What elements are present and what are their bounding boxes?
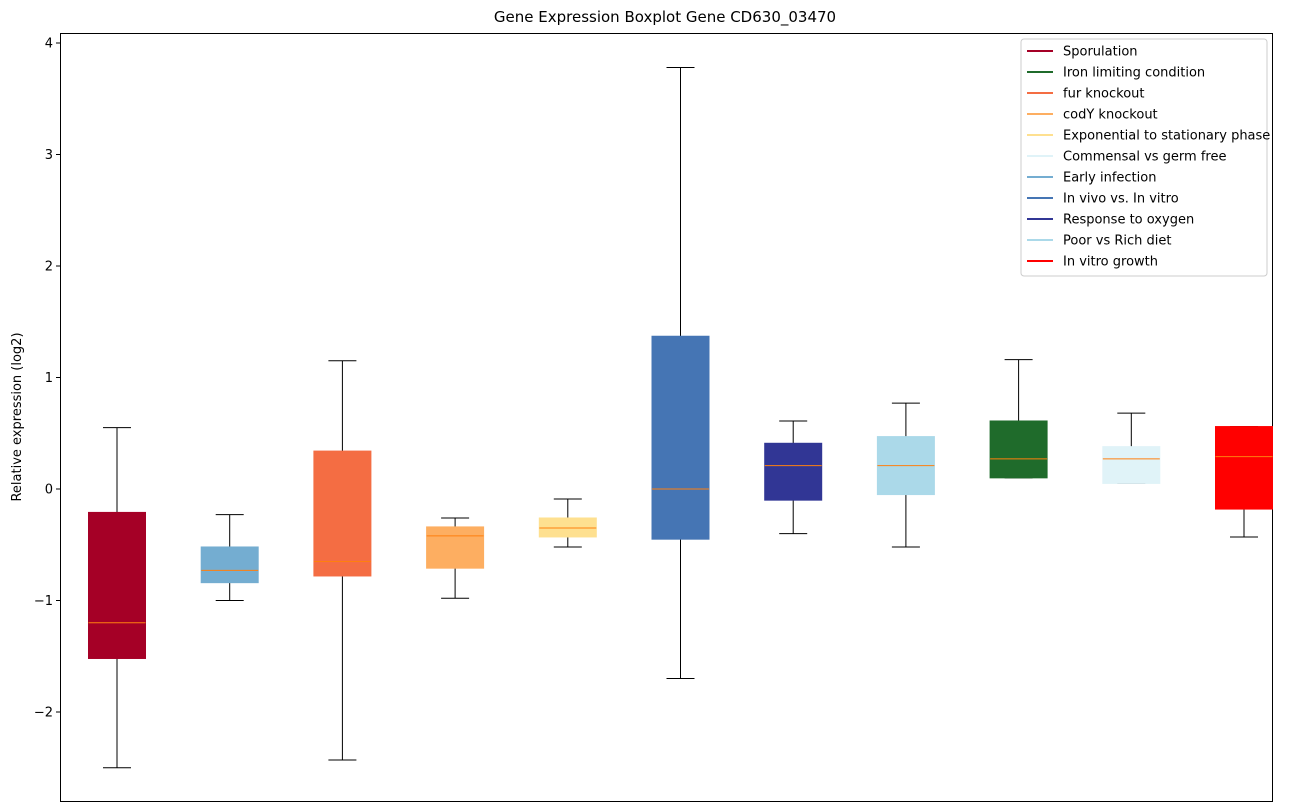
y-tick-label: 0 xyxy=(45,483,53,498)
box-iqr xyxy=(764,442,823,501)
box-9 xyxy=(989,359,1048,479)
legend-entry: Response to oxygen xyxy=(1027,213,1194,228)
box-3 xyxy=(313,360,372,761)
legend-frame xyxy=(1020,38,1268,277)
y-tick-label: −2 xyxy=(34,706,53,721)
box-iqr xyxy=(538,517,597,538)
legend-label: In vitro growth xyxy=(1063,255,1158,270)
legend-entry: Commensal vs germ free xyxy=(1027,150,1226,165)
y-tick-label: 4 xyxy=(45,37,53,52)
box-iqr xyxy=(426,526,485,569)
box-iqr xyxy=(313,450,372,577)
plot-area-frame xyxy=(60,33,1273,802)
box-2 xyxy=(200,514,259,601)
legend-label: fur knockout xyxy=(1063,87,1145,102)
box-11 xyxy=(1215,426,1273,538)
legend-label: codY knockout xyxy=(1063,108,1158,123)
chart-title: Gene Expression Boxplot Gene CD630_03470 xyxy=(494,8,836,27)
legend-entry: Sporulation xyxy=(1027,45,1138,60)
box-iqr xyxy=(1102,446,1161,484)
legend: Sporulation Iron limiting condition fur kn… xyxy=(1020,38,1270,277)
y-tick-label: 2 xyxy=(45,260,53,275)
box-iqr xyxy=(651,335,710,540)
box-5 xyxy=(538,498,597,548)
box-8 xyxy=(876,402,935,548)
legend-entry: In vivo vs. In vitro xyxy=(1027,192,1179,207)
box-iqr xyxy=(989,420,1048,479)
box-iqr xyxy=(1215,426,1273,510)
legend-entry: codY knockout xyxy=(1027,108,1158,123)
legend-label: Iron limiting condition xyxy=(1063,66,1205,81)
legend-entry: Early infection xyxy=(1027,171,1156,186)
legend-label: Sporulation xyxy=(1063,45,1138,60)
box-series xyxy=(88,67,1273,769)
legend-entry: Poor vs Rich diet xyxy=(1027,234,1171,249)
legend-entry: In vitro growth xyxy=(1027,255,1158,270)
box-7 xyxy=(764,420,823,535)
y-tick-label: 1 xyxy=(45,371,53,386)
legend-label: In vivo vs. In vitro xyxy=(1063,192,1179,207)
box-1 xyxy=(88,427,146,769)
box-10 xyxy=(1102,412,1161,484)
legend-label: Commensal vs germ free xyxy=(1063,150,1226,165)
y-tick-label: 3 xyxy=(45,148,53,163)
y-axis-label: Relative expression (log2) xyxy=(10,332,25,501)
legend-label: Early infection xyxy=(1063,171,1156,186)
box-iqr xyxy=(200,546,259,584)
legend-label: Exponential to stationary phase xyxy=(1063,129,1270,144)
legend-label: Response to oxygen xyxy=(1063,213,1194,228)
legend-entry: fur knockout xyxy=(1027,87,1145,102)
y-axis-ticks: −2 −1 0 1 2 3 4 xyxy=(34,37,61,721)
legend-label: Poor vs Rich diet xyxy=(1063,234,1171,249)
legend-entry: Iron limiting condition xyxy=(1027,66,1205,81)
legend-entry: Exponential to stationary phase xyxy=(1027,129,1270,144)
y-tick-label: −1 xyxy=(34,594,53,609)
box-4 xyxy=(426,517,485,599)
box-iqr xyxy=(88,511,146,659)
box-6 xyxy=(651,67,710,680)
